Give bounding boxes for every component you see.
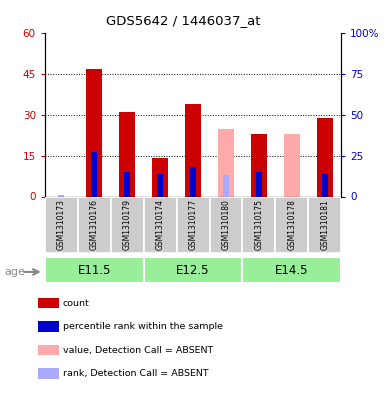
Text: E11.5: E11.5 [78,264,111,277]
Text: GSM1310173: GSM1310173 [57,200,66,250]
Text: value, Detection Call = ABSENT: value, Detection Call = ABSENT [63,345,213,354]
Text: GSM1310181: GSM1310181 [320,200,329,250]
Bar [190,167,196,196]
Bar [251,134,267,196]
Bar [275,196,308,253]
Bar [308,196,341,253]
Bar [157,174,163,196]
Bar [218,129,234,196]
Bar [91,152,97,196]
Text: GSM1310179: GSM1310179 [123,200,132,250]
Text: E12.5: E12.5 [176,264,210,277]
Bar [256,172,262,196]
Text: percentile rank within the sample: percentile rank within the sample [63,322,223,331]
Bar [144,196,177,253]
Bar [223,175,229,196]
Bar [38,369,59,379]
Text: rank, Detection Call = ABSENT: rank, Detection Call = ABSENT [63,369,208,378]
Bar [38,298,59,308]
Bar [144,257,243,283]
Bar [317,118,333,196]
Bar [209,196,243,253]
Text: E14.5: E14.5 [275,264,308,277]
Bar [45,196,78,253]
Bar [177,196,209,253]
Text: GSM1310175: GSM1310175 [254,200,263,250]
Bar [38,345,59,355]
Text: GSM1310180: GSM1310180 [222,200,230,250]
Text: GSM1310178: GSM1310178 [287,200,296,250]
Bar [45,257,144,283]
Text: GSM1310174: GSM1310174 [156,200,165,250]
Bar [38,321,59,332]
Bar [284,134,300,196]
Bar [119,112,135,196]
Bar [152,158,168,196]
Text: age: age [4,267,25,277]
Text: GSM1310177: GSM1310177 [188,200,198,250]
Bar [243,257,341,283]
Bar [124,172,130,196]
Text: GSM1310176: GSM1310176 [90,200,99,250]
Bar [86,69,103,196]
Text: count: count [63,299,90,308]
Bar [78,196,111,253]
Bar [185,104,201,196]
Bar [243,196,275,253]
Bar [322,174,328,196]
Bar [58,195,64,196]
Bar [111,196,144,253]
Text: GDS5642 / 1446037_at: GDS5642 / 1446037_at [106,14,261,27]
